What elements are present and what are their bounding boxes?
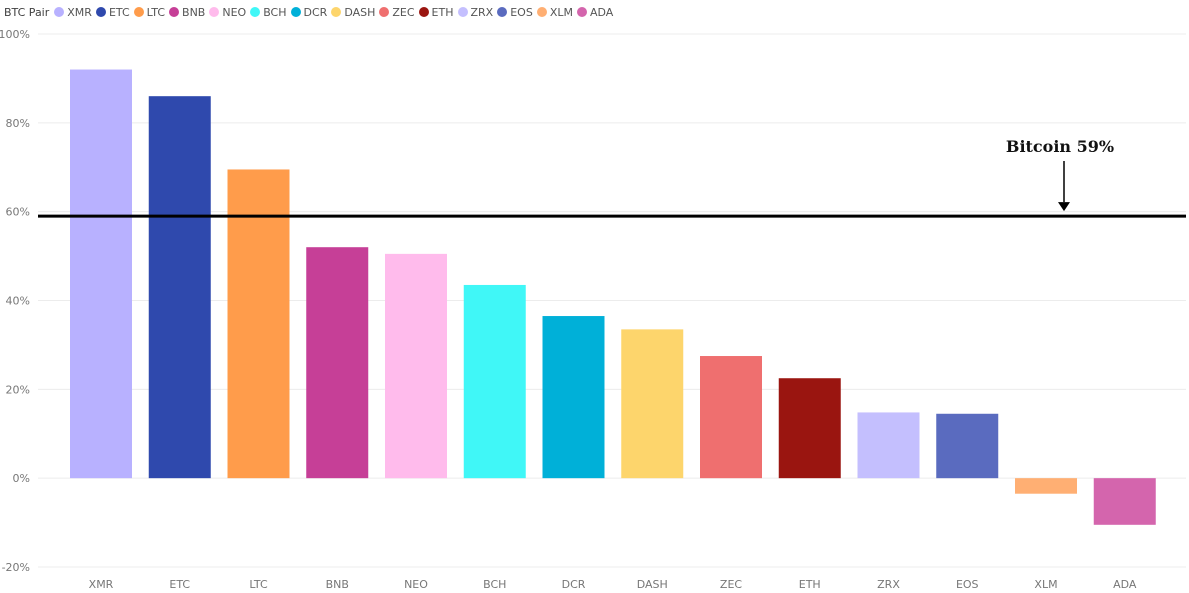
reference-line-label: Bitcoin 59% [1006,137,1114,156]
legend: BTC Pair XMR ETC LTC BNB NEO BCH DCR DASH ZEC ETH… [4,4,617,20]
legend-label: ZRX [470,5,494,19]
legend-swatch [418,7,429,17]
legend-label: XMR [67,5,92,19]
legend-swatch [95,7,106,17]
bar-etc[interactable] [148,96,211,479]
x-tick-label: ETH [799,578,821,591]
legend-swatch [379,7,390,17]
bar-eth[interactable] [778,378,841,479]
x-tick-label: LTC [249,578,268,591]
legend-label: EOS [510,5,533,19]
bar-zrx[interactable] [857,412,920,479]
bar-ada[interactable] [1093,478,1156,525]
legend-swatch [54,7,65,17]
y-tick-label: 20% [6,383,30,396]
legend-swatch [133,7,144,17]
legend-item-zec[interactable]: ZEC [379,5,415,19]
bar-neo[interactable] [385,253,447,479]
bars [70,69,1156,525]
x-tick-label: XLM [1034,578,1057,591]
x-tick-label: BCH [483,578,506,591]
legend-title: BTC Pair [4,5,50,19]
x-tick-label: ETC [169,578,190,591]
legend-item-dcr[interactable]: DCR [290,5,328,19]
legend-swatch [497,7,508,17]
x-tick-label: EOS [956,578,979,591]
legend-swatch [169,7,180,17]
y-axis-ticks: -20% 0% 20% 40% 60% 80% 100% [0,28,30,574]
legend-label: DCR [303,5,328,19]
x-axis-ticks: XMR ETC LTC BNB NEO BCH DCR DASH ZEC ETH ZRX EOS XLM… [89,578,1137,591]
legend-swatch [536,7,547,17]
legend-item-eth[interactable]: ETH [418,5,454,19]
x-tick-label: BNB [326,578,349,591]
legend-label: ZEC [392,5,415,19]
y-tick-label: 100% [0,28,30,41]
bar-bch[interactable] [463,284,526,479]
y-tick-label: 80% [6,117,30,130]
legend-item-ada[interactable]: ADA [576,5,614,19]
legend-item-dash[interactable]: DASH [331,6,375,19]
legend-label: NEO [222,5,247,19]
x-tick-label: DCR [562,578,586,591]
bar-xlm[interactable] [1015,478,1077,494]
legend-swatch [250,7,261,17]
x-tick-label: ZEC [720,578,742,591]
y-tick-label: 0% [13,472,30,485]
legend-item-xmr[interactable]: XMR [54,6,92,19]
legend-label: DASH [344,5,376,19]
legend-swatch [457,7,468,17]
legend-swatch [576,7,587,17]
bar-ltc[interactable] [227,169,290,479]
x-tick-label: ADA [1113,578,1137,591]
bar-zec[interactable] [700,356,762,479]
annotation-arrow-head [1058,202,1070,212]
reference-line-group: Bitcoin 59% [38,137,1186,218]
bar-eos[interactable] [936,413,999,479]
x-tick-label: XMR [89,578,114,591]
x-tick-label: NEO [404,578,428,591]
legend-item-xlm[interactable]: XLM [536,5,573,19]
bar-bnb[interactable] [306,247,369,479]
legend-label: ETH [431,5,454,19]
legend-item-eos[interactable]: EOS [497,6,533,19]
legend-label: BNB [182,5,206,19]
bar-xmr[interactable] [70,69,132,479]
bar-dcr[interactable] [542,316,605,479]
legend-item-zrx[interactable]: ZRX [457,5,494,19]
legend-swatch [209,7,220,17]
legend-label: LTC [146,5,166,19]
y-tick-label: -20% [2,561,30,574]
legend-label: ETC [108,5,130,19]
legend-item-etc[interactable]: ETC [95,5,130,19]
legend-item-bnb[interactable]: BNB [169,6,205,19]
legend-label: BCH [263,5,287,19]
x-tick-label: ZRX [877,578,900,591]
legend-swatch [290,7,301,17]
y-tick-label: 60% [6,206,30,219]
x-tick-label: DASH [637,578,668,591]
bar-dash[interactable] [621,329,684,479]
legend-swatch [331,7,342,17]
legend-item-neo[interactable]: NEO [209,6,246,19]
legend-item-bch[interactable]: BCH [250,5,287,19]
legend-label: XLM [549,5,573,19]
y-tick-label: 40% [6,295,30,308]
legend-item-ltc[interactable]: LTC [133,5,166,19]
legend-label: ADA [589,5,614,19]
